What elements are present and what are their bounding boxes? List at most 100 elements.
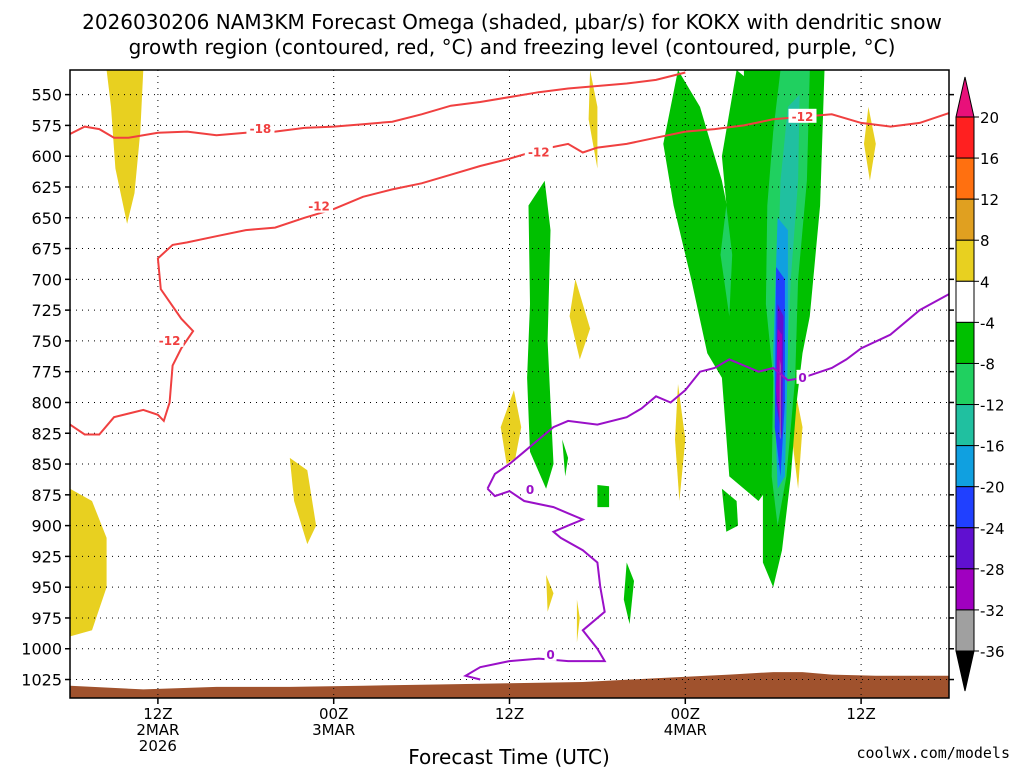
colorbar-label: 16 (980, 150, 999, 168)
x-tick-label: 12Z (846, 705, 875, 723)
colorbar-band-11 (955, 568, 975, 611)
omega-region-11 (527, 180, 554, 489)
y-tick-label: 1025 (21, 671, 62, 690)
colorbar: 20 16 12 8 4 -4 -8 -12 -16 -20 -24 -28 -32 -36 (955, 76, 1005, 692)
colorbar-band-2 (955, 198, 975, 241)
omega-region-10 (576, 599, 580, 643)
omega-region-5 (569, 279, 591, 360)
colorbar-band-7 (955, 404, 975, 447)
omega-region-26 (779, 359, 781, 440)
y-tick-label: 950 (31, 578, 62, 597)
colorbar-band-6 (955, 362, 975, 406)
omega-region-7 (675, 384, 686, 501)
colorbar-band-8 (955, 445, 975, 488)
colorbar-bottom-arrow (955, 650, 975, 692)
purple-contour-label: 0 (546, 648, 554, 662)
x-tick-label: 00Z (671, 705, 700, 723)
red-label-bg (788, 108, 817, 123)
y-tick-label: 925 (31, 547, 62, 566)
chart-title-line1: 2026030206 NAM3KM Forecast Omega (shaded… (82, 10, 942, 34)
y-tick-label: 725 (31, 301, 62, 320)
colorbar-label: -16 (980, 438, 1005, 456)
terrain (70, 672, 949, 698)
red-contour-label: -12 (528, 146, 550, 160)
red-label-bg (305, 198, 334, 213)
red-contour-label: -12 (159, 334, 181, 348)
colorbar-band-10 (955, 527, 975, 570)
red-label-bg (246, 121, 275, 136)
y-tick-label: 775 (31, 363, 62, 382)
x-tick-label: 12Z (143, 705, 172, 723)
colorbar-label: -8 (980, 355, 995, 373)
colorbar-label: -32 (980, 602, 1005, 620)
dgz-contour-0 (70, 71, 686, 139)
colorbar-band-5 (955, 321, 975, 364)
y-tick-label: 700 (31, 270, 62, 289)
y-tick-label: 825 (31, 424, 62, 443)
colorbar-band-3 (955, 239, 975, 282)
y-tick-label: 550 (31, 86, 62, 105)
y-tick-label: 1000 (21, 640, 62, 659)
y-tick-label: 875 (31, 486, 62, 505)
purple-label-bg (544, 646, 557, 661)
colorbar-label: -28 (980, 561, 1005, 579)
colorbar-band-1 (955, 157, 975, 200)
colorbar-label: -12 (980, 397, 1005, 415)
x-tick-label: 2MAR (136, 721, 179, 739)
omega-region-1 (70, 488, 107, 637)
credit-text[interactable]: coolwx.com/models (856, 744, 1010, 762)
x-tick-label: 00Z (319, 705, 348, 723)
colorbar-label: -4 (980, 314, 995, 332)
y-tick-label: 600 (31, 147, 62, 166)
colorbar-label: 12 (980, 191, 999, 209)
colorbar-label: -20 (980, 479, 1005, 497)
purple-label-bg (524, 481, 537, 496)
colorbar-label: 8 (980, 232, 990, 250)
colorbar-band-4 (955, 280, 975, 323)
colorbar-top-arrow (955, 76, 975, 118)
red-label-bg (524, 144, 553, 159)
red-contour-label: -12 (792, 110, 814, 124)
purple-contour-label: 0 (526, 483, 534, 497)
purple-label-bg (796, 369, 809, 384)
omega-region-16 (597, 485, 610, 508)
omega-region-12 (663, 70, 777, 501)
omega-region-18 (562, 439, 569, 477)
y-tick-label: 975 (31, 609, 62, 628)
y-tick-label: 900 (31, 517, 62, 536)
omega-region-15 (721, 488, 738, 532)
omega-region-17 (623, 562, 634, 625)
omega-region-25 (776, 328, 782, 428)
dgz-contour-1 (70, 112, 949, 436)
purple-contour-label: 0 (798, 371, 806, 385)
plot-area: -18 -12 -12 -12 -12 0 0 0 550 575 600 625 650 675 700 7… (21, 69, 954, 755)
x-tick-label: 3MAR (312, 721, 355, 739)
x-tick-label: 4MAR (664, 721, 707, 739)
red-contour-label: -12 (308, 200, 330, 214)
y-tick-label: 650 (31, 209, 62, 228)
y-tick-label: 800 (31, 393, 62, 412)
omega-region-19 (720, 205, 733, 317)
red-contour-label: -18 (250, 122, 272, 136)
colorbar-band-9 (955, 486, 975, 529)
colorbar-label: -36 (980, 643, 1005, 661)
x-axis-label: Forecast Time (UTC) (408, 745, 610, 768)
red-label-bg (155, 332, 184, 347)
omega-region-6 (864, 106, 876, 181)
omega-region-2 (289, 457, 317, 545)
x-tick-label: 2026 (139, 737, 177, 755)
chart-title-line2: growth region (contoured, red, °C) and f… (129, 35, 896, 59)
y-tick-label: 750 (31, 332, 62, 351)
colorbar-label: 4 (980, 273, 990, 291)
omega-region-3 (500, 390, 522, 464)
colorbar-label: -24 (980, 520, 1005, 538)
y-tick-label: 675 (31, 240, 62, 259)
x-tick-label: 12Z (495, 705, 524, 723)
omega-region-9 (546, 574, 554, 612)
plot-inner: -18 -12 -12 -12 -12 0 0 0 (70, 70, 949, 698)
y-tick-label: 850 (31, 455, 62, 474)
y-tick-label: 625 (31, 178, 62, 197)
omega-region-4 (588, 70, 598, 169)
freezing-contour-1 (462, 487, 607, 681)
